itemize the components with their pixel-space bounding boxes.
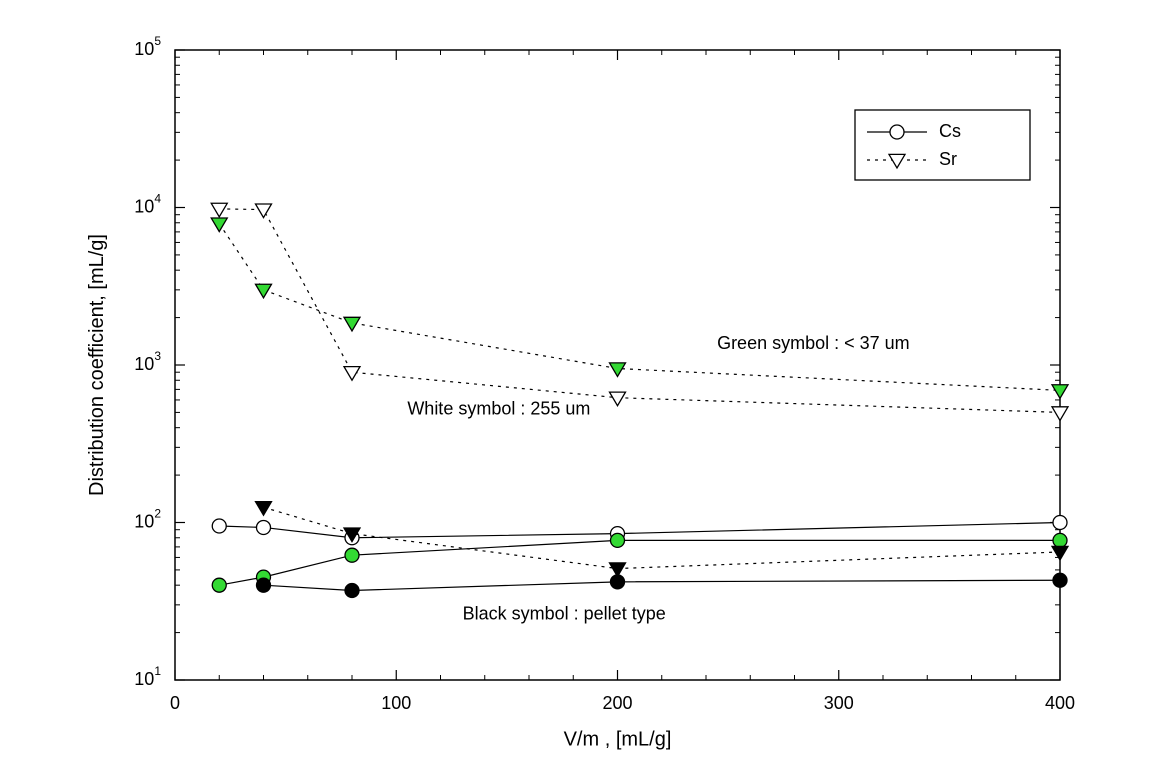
series-line-sr_green	[219, 224, 1060, 391]
svg-text:102: 102	[134, 507, 161, 532]
annotation-black_note: Black symbol : pellet type	[463, 603, 666, 623]
annotation-white_note: White symbol : 255 um	[407, 398, 590, 418]
annotation-green_note: Green symbol : < 37 um	[717, 333, 910, 353]
svg-text:400: 400	[1045, 693, 1075, 713]
svg-text:200: 200	[602, 693, 632, 713]
legend-label-sr: Sr	[939, 149, 957, 169]
svg-text:Distribution coefficient, [mL/: Distribution coefficient, [mL/g]	[86, 234, 108, 496]
series-line-sr_black	[264, 507, 1061, 568]
legend-label-cs: Cs	[939, 121, 961, 141]
series-line-cs_black	[264, 580, 1061, 590]
svg-text:103: 103	[134, 349, 161, 374]
svg-text:101: 101	[134, 664, 161, 689]
svg-text:V/m , [mL/g]: V/m , [mL/g]	[564, 728, 672, 750]
svg-text:105: 105	[134, 34, 161, 59]
series-line-cs_green	[219, 540, 1060, 585]
chart-container: 0 100 200 300 400 101 102 103 104 105 V/m , [mL/g]…	[0, 0, 1162, 780]
series-line-sr_white	[219, 209, 1060, 413]
chart-svg: 0 100 200 300 400 101 102 103 104 105 V/m , [mL/g]…	[0, 0, 1162, 780]
svg-text:0: 0	[170, 693, 180, 713]
svg-text:104: 104	[134, 192, 161, 217]
svg-text:100: 100	[381, 693, 411, 713]
svg-text:300: 300	[824, 693, 854, 713]
